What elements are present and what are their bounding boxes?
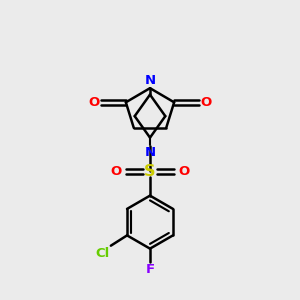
- Text: O: O: [88, 96, 99, 109]
- Text: Cl: Cl: [95, 247, 109, 260]
- Text: N: N: [144, 146, 156, 160]
- Text: F: F: [146, 263, 154, 276]
- Text: O: O: [201, 96, 212, 109]
- Text: O: O: [179, 165, 190, 178]
- Text: O: O: [110, 165, 121, 178]
- Text: N: N: [144, 74, 156, 87]
- Text: S: S: [144, 164, 156, 179]
